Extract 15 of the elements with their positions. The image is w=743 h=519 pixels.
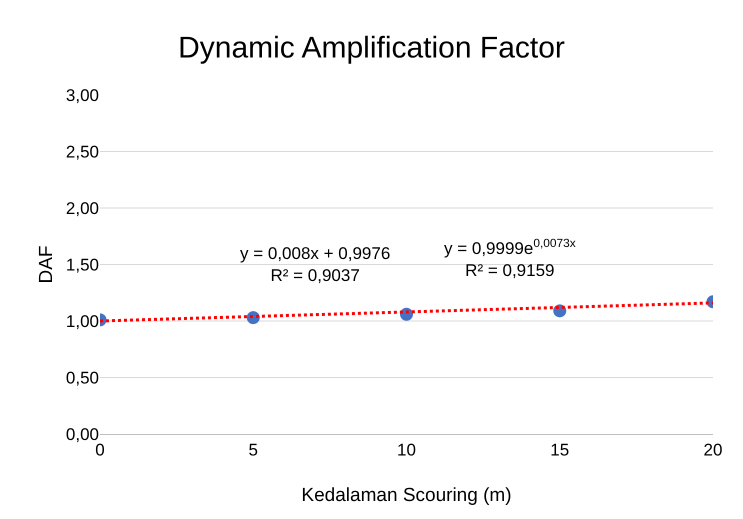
y-tick-label: 2,50 (66, 142, 99, 162)
y-tick-label: 1,50 (66, 255, 99, 274)
annotation: y = 0,9999e$^{0,0073x}$ R² = 0,9159 (444, 236, 576, 280)
y-axis-title: DAF (36, 246, 57, 284)
y-tick-label: 3,00 (66, 86, 99, 105)
annotation: y = 0,008x + 0,9976 R² = 0,9037 (240, 244, 390, 286)
y-tick-label: 1,00 (66, 312, 99, 331)
x-tick-label: 20 (704, 440, 722, 460)
x-axis-title: Kedalaman Scouring (m) (301, 485, 512, 506)
x-tick-label: 5 (248, 440, 258, 460)
x-tick-label: 10 (397, 440, 416, 460)
y-tick-label: 0,50 (66, 368, 99, 388)
x-tick-label: 15 (550, 440, 570, 460)
chart-title: Dynamic Amplification Factor (178, 31, 565, 64)
y-tick-label: 2,00 (66, 198, 99, 218)
